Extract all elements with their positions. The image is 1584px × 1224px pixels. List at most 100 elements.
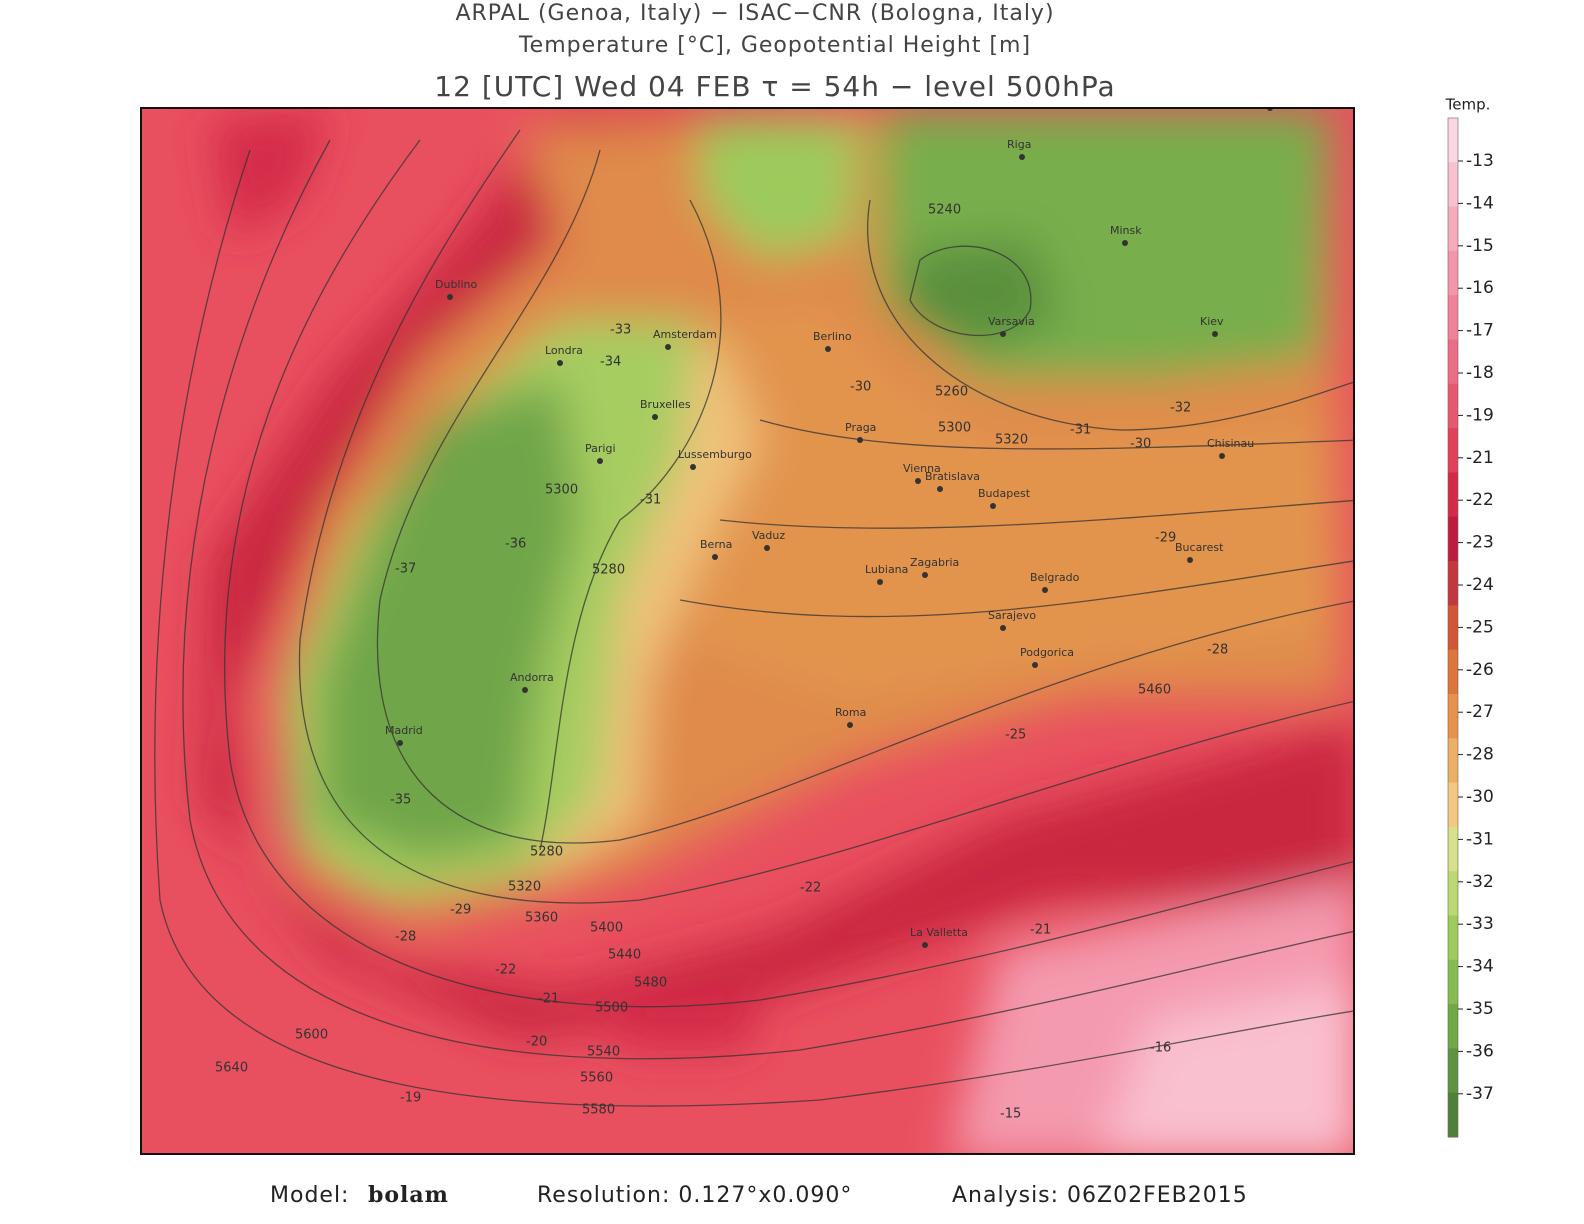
contour-label: 5600 <box>295 1028 328 1043</box>
contour-label: -16 <box>1150 1041 1171 1056</box>
city-label: Berlino <box>813 330 852 343</box>
colorbar-tick-label: -18 <box>1466 363 1494 383</box>
city-label: Vienna <box>903 462 941 475</box>
contour-label: 5580 <box>582 1103 615 1118</box>
contour-label: -28 <box>395 930 416 945</box>
contour-label: 5460 <box>1138 683 1171 698</box>
contour-label: 5260 <box>935 385 968 400</box>
colorbar-tick-label: -21 <box>1466 448 1494 468</box>
map: Mosca Riga Minsk Varsavia Kiev Berlino Amsterd… <box>141 89 1354 1154</box>
city-dot <box>1042 587 1048 593</box>
city-label: Belgrado <box>1030 571 1080 584</box>
contour-label: -33 <box>610 323 631 338</box>
colorbar-tick-label: -16 <box>1466 278 1494 298</box>
header-line: Temperature [°C], Geopotential Height [m… <box>518 33 1031 58</box>
colorbar-tick-label: -34 <box>1466 957 1494 977</box>
colorbar-segment <box>1448 339 1458 385</box>
contour-label: -28 <box>1207 643 1228 658</box>
contour-label: 5400 <box>590 921 623 936</box>
contour-label: 5300 <box>545 483 578 498</box>
temperature-field <box>200 110 1354 1154</box>
contour-label: -30 <box>850 380 871 395</box>
colorbar-tick-label: -24 <box>1466 575 1494 595</box>
colorbar-tick-label: -25 <box>1466 617 1494 637</box>
city-label: Riga <box>1007 138 1031 151</box>
city-dot <box>652 414 658 420</box>
city-dot <box>857 437 863 443</box>
city-label: Lussemburgo <box>678 448 752 461</box>
city-dot <box>847 722 853 728</box>
contour-label: 5320 <box>995 433 1028 448</box>
city-label: Varsavia <box>988 315 1035 328</box>
colorbar-tick-label: -36 <box>1466 1041 1494 1061</box>
city-dot <box>1212 331 1218 337</box>
colorbar-tick-label: -19 <box>1466 405 1494 425</box>
city-label: Budapest <box>978 487 1031 500</box>
city-dot <box>557 360 563 366</box>
colorbar: Temp. -13 -14 -15 -16 -17 -18 -19 -21 -22 -23 -24 -… <box>1445 96 1494 1138</box>
contour-label: -36 <box>505 537 526 552</box>
city-dot <box>597 458 603 464</box>
city-label: Lubiana <box>865 563 908 576</box>
colorbar-segment <box>1448 959 1458 1005</box>
colorbar-segment <box>1448 295 1458 341</box>
contours <box>154 129 1354 1107</box>
city-dot <box>1032 662 1038 668</box>
colorbar-segment <box>1448 206 1458 252</box>
contour-label: -21 <box>1030 923 1051 938</box>
colorbar-tick-label: -32 <box>1466 872 1494 892</box>
contour-label: 5440 <box>608 948 641 963</box>
city-label: Berna <box>700 538 732 551</box>
colorbar-tick-label: -28 <box>1466 745 1494 765</box>
city-label: Kiev <box>1200 315 1224 328</box>
contour-label: -29 <box>1155 531 1176 546</box>
colorbar-segment <box>1448 516 1458 562</box>
footer-analysis: Analysis: 06Z02FEB2015 <box>952 1183 1248 1208</box>
colorbar-segment <box>1448 826 1458 872</box>
contour-label: -22 <box>495 963 516 978</box>
colorbar-tick-label: -27 <box>1466 702 1494 722</box>
city-label: Bratislava <box>925 470 980 483</box>
header-line: ARPAL (Genoa, Italy) − ISAC−CNR (Bologna… <box>455 1 1054 26</box>
contour-label: -25 <box>1005 728 1026 743</box>
city-dot <box>877 579 883 585</box>
colorbar-segment <box>1448 1092 1458 1138</box>
city-label: Dublino <box>435 278 478 291</box>
city-dot <box>1187 557 1193 563</box>
city-dot <box>1000 331 1006 337</box>
contour-label: -30 <box>1130 437 1151 452</box>
contour-label: 5300 <box>938 421 971 436</box>
city-label: Madrid <box>385 724 423 737</box>
colorbar-segment <box>1448 871 1458 916</box>
contour-label: -29 <box>450 903 471 918</box>
city-dot <box>522 687 528 693</box>
contour-label: 5360 <box>525 911 558 926</box>
colorbar-tick-label: -17 <box>1466 321 1494 341</box>
city-dot <box>1219 453 1225 459</box>
contour-label: -22 <box>800 881 821 896</box>
colorbar-tick-label: -23 <box>1466 533 1494 553</box>
city-dot <box>447 294 453 300</box>
contour-label: 5240 <box>928 203 961 218</box>
city-label: Podgorica <box>1020 646 1074 659</box>
colorbar-segment <box>1448 738 1458 784</box>
colorbar-segment <box>1448 693 1458 739</box>
city-label: Bucarest <box>1175 541 1224 554</box>
colorbar-segment <box>1448 383 1458 429</box>
city-label: Praga <box>845 421 876 434</box>
contour-label: 5320 <box>508 880 541 895</box>
city-dot <box>825 346 831 352</box>
contour-label: 5560 <box>580 1071 613 1086</box>
colorbar-segment <box>1448 561 1458 606</box>
city-label: Mosca <box>1255 89 1290 102</box>
colorbar-tick-label: -14 <box>1466 193 1494 213</box>
cities: Mosca Riga Minsk Varsavia Kiev Berlino Amsterd… <box>385 89 1290 948</box>
city-label: Andorra <box>510 671 554 684</box>
city-label: Minsk <box>1110 224 1142 237</box>
colorbar-segment <box>1448 162 1458 208</box>
city-label: Zagabria <box>910 556 959 569</box>
city-label: La Valletta <box>910 926 968 939</box>
colorbar-tick-label: -37 <box>1466 1084 1494 1104</box>
footer-model-label: Model: <box>270 1183 349 1208</box>
